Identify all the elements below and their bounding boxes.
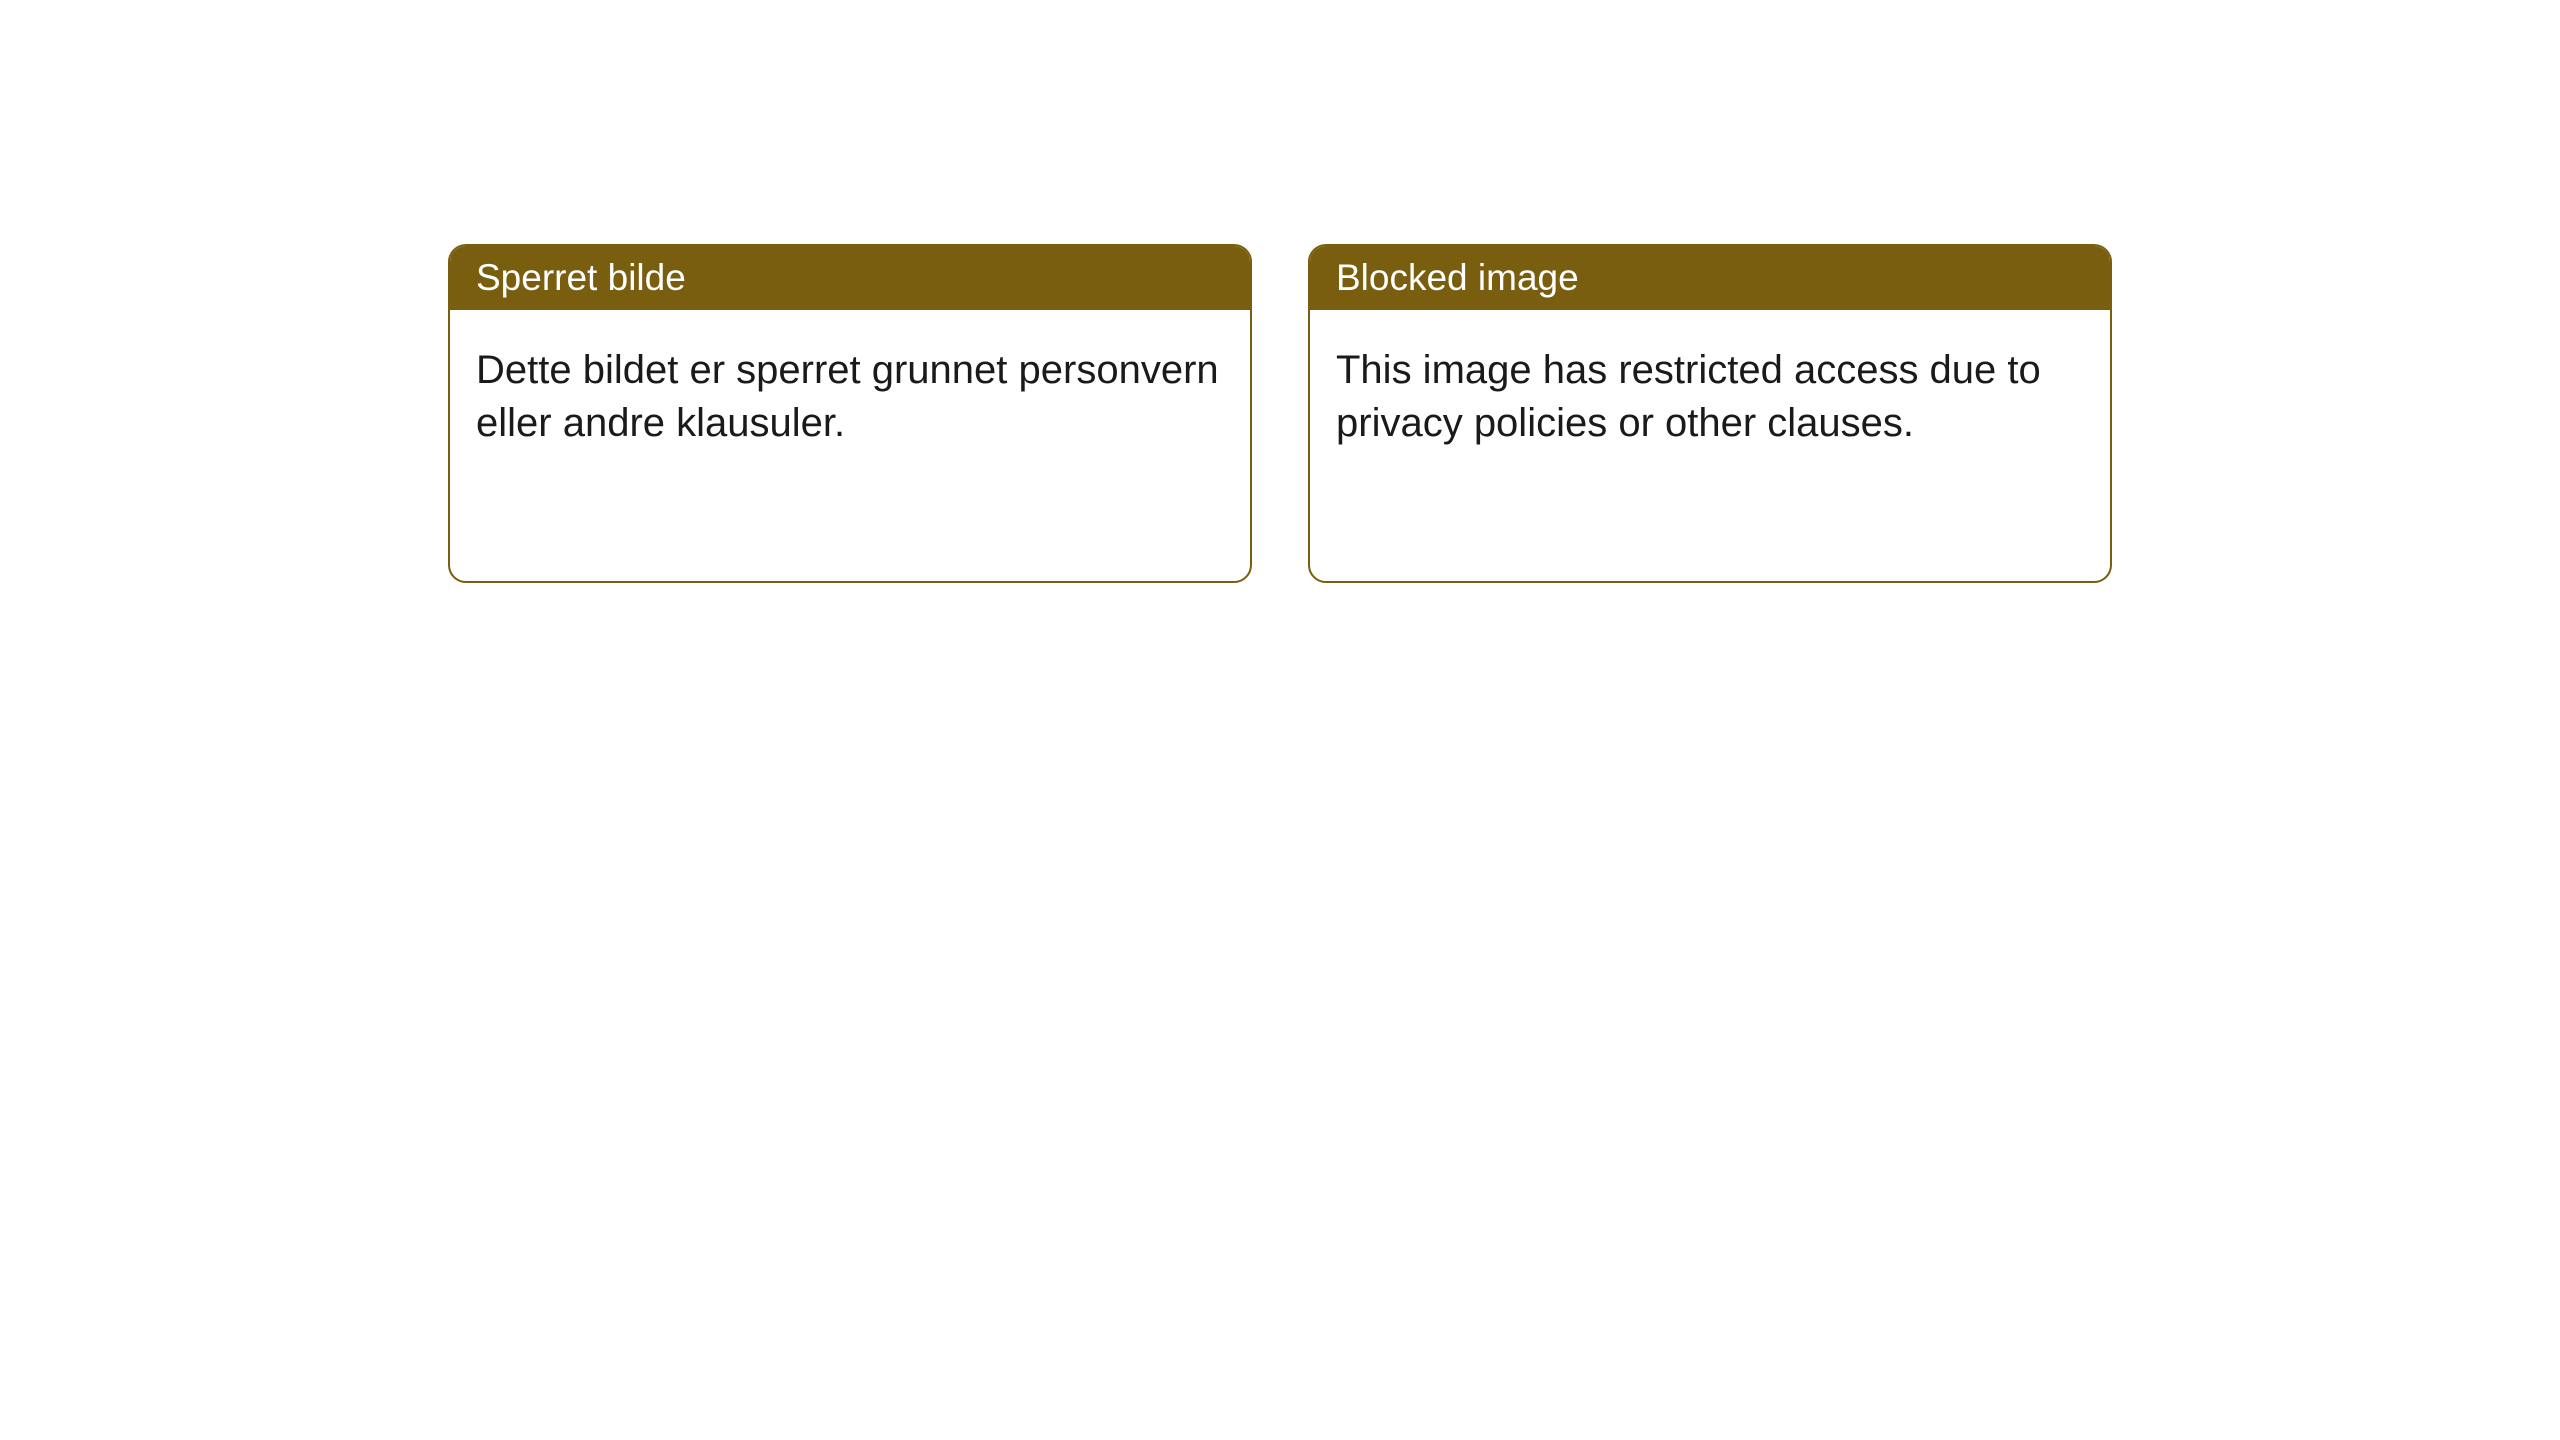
- card-header-norwegian: Sperret bilde: [450, 246, 1250, 310]
- card-norwegian: Sperret bilde Dette bildet er sperret gr…: [448, 244, 1252, 583]
- blocked-image-notice-container: Sperret bilde Dette bildet er sperret gr…: [448, 244, 2112, 583]
- card-body-english: This image has restricted access due to …: [1310, 310, 2110, 484]
- card-header-english: Blocked image: [1310, 246, 2110, 310]
- card-body-norwegian: Dette bildet er sperret grunnet personve…: [450, 310, 1250, 484]
- card-english: Blocked image This image has restricted …: [1308, 244, 2112, 583]
